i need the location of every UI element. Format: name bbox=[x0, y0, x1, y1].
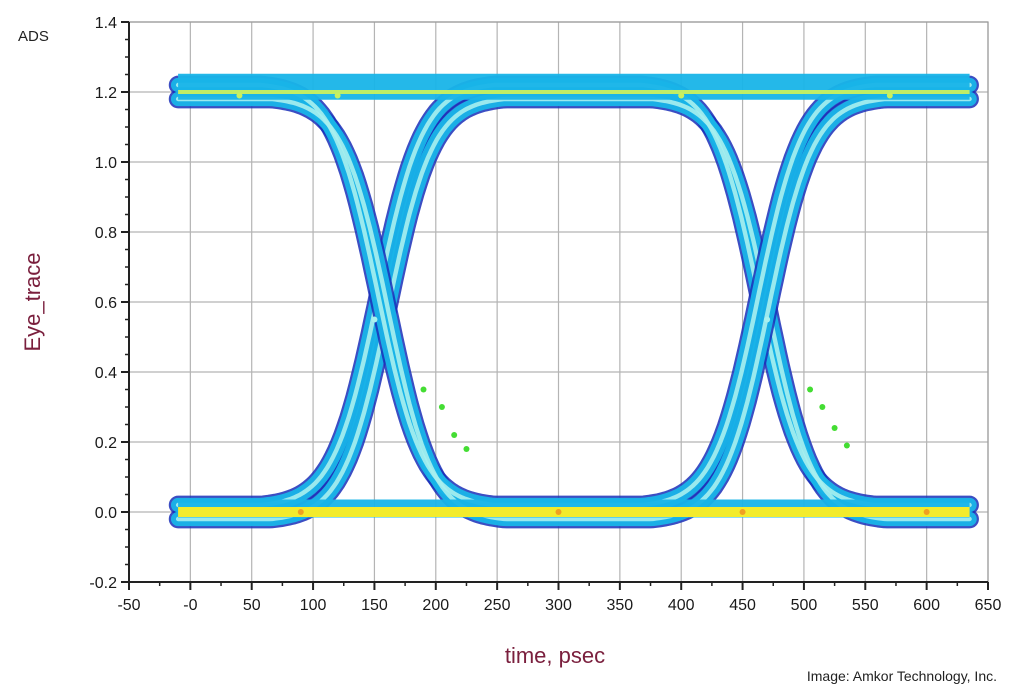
x-tick-label-4: 150 bbox=[361, 597, 388, 614]
trace-marker-13 bbox=[886, 92, 893, 99]
y-tick-label-7: 1.2 bbox=[95, 85, 117, 102]
trace-marker-4 bbox=[807, 386, 814, 393]
trace-marker-3 bbox=[463, 446, 470, 452]
trace-marker-9 bbox=[764, 316, 771, 323]
y-tick-label-0: -0.2 bbox=[89, 575, 117, 592]
trace-marker-14 bbox=[297, 509, 304, 515]
x-tick-label-0: -50 bbox=[117, 597, 140, 614]
y-tick-label-2: 0.2 bbox=[95, 435, 117, 452]
trace-marker-15 bbox=[555, 509, 562, 515]
x-tick-label-11: 500 bbox=[791, 597, 818, 614]
x-tick-label-1: -0 bbox=[183, 597, 197, 614]
y-tick-label-4: 0.6 bbox=[95, 295, 117, 312]
x-tick-label-6: 250 bbox=[484, 597, 511, 614]
x-tick-label-9: 400 bbox=[668, 597, 695, 614]
x-axis-label: time, psec bbox=[505, 643, 605, 668]
y-tick-label-1: 0.0 bbox=[95, 505, 117, 522]
trace-marker-8 bbox=[371, 316, 378, 323]
trace-marker-6 bbox=[831, 425, 838, 431]
corner-label: ADS bbox=[18, 28, 49, 45]
y-tick-label-5: 0.8 bbox=[95, 225, 117, 242]
x-tick-label-8: 350 bbox=[607, 597, 634, 614]
trace-marker-5 bbox=[819, 404, 826, 410]
trace-marker-7 bbox=[843, 442, 850, 449]
x-tick-label-7: 300 bbox=[545, 597, 572, 614]
trace-marker-0 bbox=[420, 386, 427, 393]
eye-trace-10 bbox=[175, 96, 972, 522]
x-tick-label-13: 600 bbox=[913, 597, 940, 614]
x-tick-label-12: 550 bbox=[852, 597, 879, 614]
image-credit: Image: Amkor Technology, Inc. bbox=[806, 668, 997, 684]
y-tick-label-6: 1.0 bbox=[95, 155, 117, 172]
x-tick-label-2: 50 bbox=[243, 597, 261, 614]
trace-marker-2 bbox=[451, 432, 458, 438]
axes: -0.2 0.0 0.2 0.4 0.6 0.8 1.0 1.2 1.4 -50 -0 50 100 15… bbox=[89, 15, 1001, 614]
trace-marker-1 bbox=[438, 404, 445, 410]
trace-marker-11 bbox=[334, 92, 341, 99]
trace-marker-10 bbox=[236, 92, 243, 99]
x-tick-label-5: 200 bbox=[422, 597, 449, 614]
y-tick-label-3: 0.4 bbox=[95, 365, 117, 382]
trace-marker-12 bbox=[678, 92, 685, 99]
y-axis-label: Eye_trace bbox=[20, 252, 45, 351]
y-tick-label-8: 1.4 bbox=[95, 15, 117, 32]
eye-traces bbox=[168, 73, 979, 529]
x-tick-label-14: 650 bbox=[975, 597, 1002, 614]
x-tick-label-3: 100 bbox=[300, 597, 327, 614]
trace-marker-16 bbox=[739, 509, 746, 515]
trace-marker-17 bbox=[923, 509, 930, 515]
x-tick-label-10: 450 bbox=[729, 597, 756, 614]
